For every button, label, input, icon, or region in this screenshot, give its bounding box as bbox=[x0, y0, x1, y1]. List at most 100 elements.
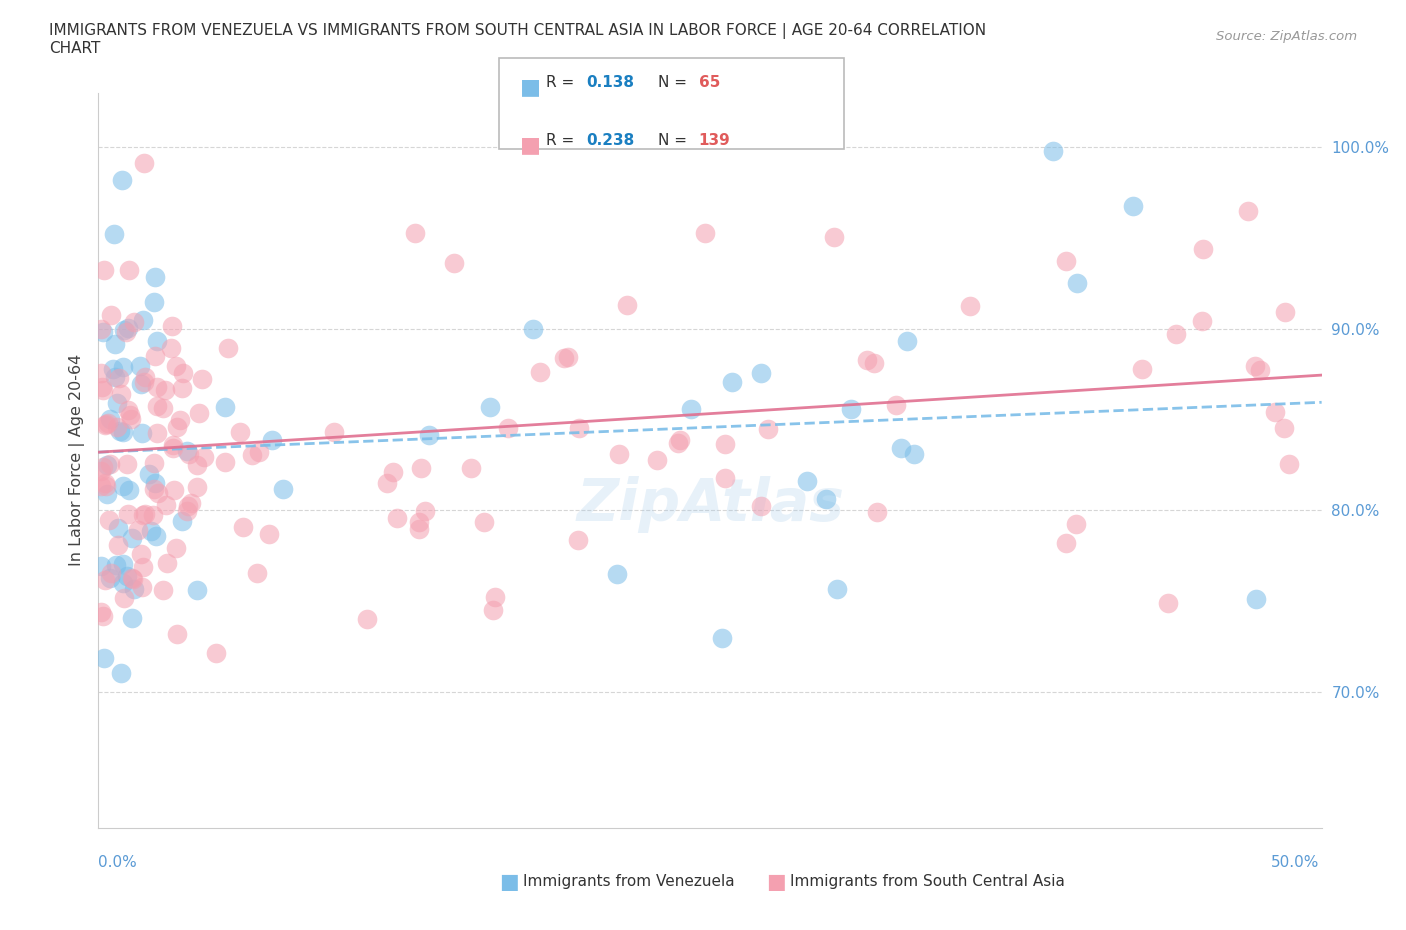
Point bbox=[1278, 457, 1301, 472]
Point bbox=[111, 557, 134, 572]
Point bbox=[1264, 405, 1286, 419]
Point bbox=[796, 473, 818, 488]
Text: 0.138: 0.138 bbox=[586, 75, 634, 90]
Point bbox=[122, 571, 145, 586]
Point bbox=[903, 446, 925, 461]
Point bbox=[121, 571, 143, 586]
Point bbox=[160, 319, 183, 334]
Text: ■: ■ bbox=[499, 871, 519, 892]
Point bbox=[143, 295, 166, 310]
Point bbox=[134, 370, 156, 385]
Point bbox=[609, 446, 631, 461]
Point bbox=[100, 565, 122, 580]
Point bbox=[713, 437, 735, 452]
Point bbox=[146, 399, 169, 414]
Point bbox=[214, 400, 236, 415]
Point bbox=[1243, 358, 1265, 373]
Point bbox=[710, 631, 733, 645]
Text: ZipAtlas: ZipAtlas bbox=[576, 476, 844, 533]
Point bbox=[91, 379, 114, 394]
Point bbox=[117, 507, 139, 522]
Text: Immigrants from South Central Asia: Immigrants from South Central Asia bbox=[790, 874, 1066, 889]
Text: 65: 65 bbox=[699, 75, 720, 90]
Point bbox=[139, 524, 162, 538]
Point bbox=[110, 665, 132, 680]
Point bbox=[166, 419, 188, 434]
Y-axis label: In Labor Force | Age 20-64: In Labor Force | Age 20-64 bbox=[69, 354, 84, 566]
Point bbox=[91, 608, 114, 623]
Point bbox=[129, 546, 152, 561]
Point bbox=[91, 383, 114, 398]
Point bbox=[408, 514, 430, 529]
Point bbox=[166, 626, 188, 641]
Text: 0.238: 0.238 bbox=[586, 133, 634, 148]
Point bbox=[98, 457, 121, 472]
Point bbox=[138, 467, 160, 482]
Point bbox=[866, 505, 889, 520]
Point bbox=[1132, 362, 1154, 377]
Point bbox=[142, 456, 165, 471]
Point bbox=[496, 420, 519, 435]
Point bbox=[103, 362, 125, 377]
Point bbox=[246, 565, 269, 580]
Point bbox=[884, 398, 907, 413]
Point bbox=[90, 365, 112, 380]
Point bbox=[839, 402, 862, 417]
Point bbox=[153, 383, 176, 398]
Point bbox=[160, 340, 183, 355]
Point bbox=[191, 372, 214, 387]
Point bbox=[856, 352, 879, 367]
Point bbox=[193, 450, 215, 465]
Text: N =: N = bbox=[658, 75, 692, 90]
Point bbox=[443, 256, 465, 271]
Point bbox=[132, 508, 155, 523]
Point bbox=[96, 486, 118, 501]
Point bbox=[121, 531, 143, 546]
Point bbox=[553, 350, 575, 365]
Point bbox=[1054, 536, 1077, 551]
Point bbox=[1157, 595, 1180, 610]
Point bbox=[90, 604, 112, 619]
Point bbox=[606, 566, 628, 581]
Point bbox=[180, 496, 202, 511]
Point bbox=[145, 426, 167, 441]
Point bbox=[104, 337, 127, 352]
Point bbox=[165, 359, 187, 374]
Point bbox=[107, 520, 129, 535]
Point bbox=[257, 526, 280, 541]
Point bbox=[129, 359, 152, 374]
Point bbox=[155, 498, 177, 512]
Point bbox=[460, 460, 482, 475]
Point bbox=[117, 568, 139, 583]
Point bbox=[104, 557, 127, 572]
Point bbox=[187, 405, 209, 420]
Point bbox=[693, 225, 716, 240]
Text: ■: ■ bbox=[520, 77, 541, 98]
Point bbox=[98, 412, 121, 427]
Point bbox=[1166, 326, 1188, 341]
Point bbox=[131, 579, 153, 594]
Point bbox=[163, 482, 186, 497]
Point bbox=[271, 482, 294, 497]
Point bbox=[105, 419, 128, 434]
Point bbox=[262, 432, 284, 447]
Point bbox=[567, 533, 589, 548]
Point bbox=[1064, 517, 1087, 532]
Text: 0.0%: 0.0% bbox=[98, 855, 138, 870]
Point bbox=[890, 441, 912, 456]
Point bbox=[115, 325, 138, 339]
Point bbox=[96, 417, 118, 432]
Point bbox=[98, 512, 121, 527]
Point bbox=[111, 360, 134, 375]
Point bbox=[122, 315, 145, 330]
Point bbox=[134, 507, 156, 522]
Point bbox=[117, 402, 139, 417]
Text: R =: R = bbox=[546, 75, 579, 90]
Point bbox=[165, 540, 187, 555]
Point bbox=[155, 555, 177, 570]
Point bbox=[1249, 363, 1271, 378]
Point bbox=[385, 511, 408, 525]
Point bbox=[1191, 313, 1213, 328]
Point bbox=[90, 322, 112, 337]
Point bbox=[143, 482, 166, 497]
